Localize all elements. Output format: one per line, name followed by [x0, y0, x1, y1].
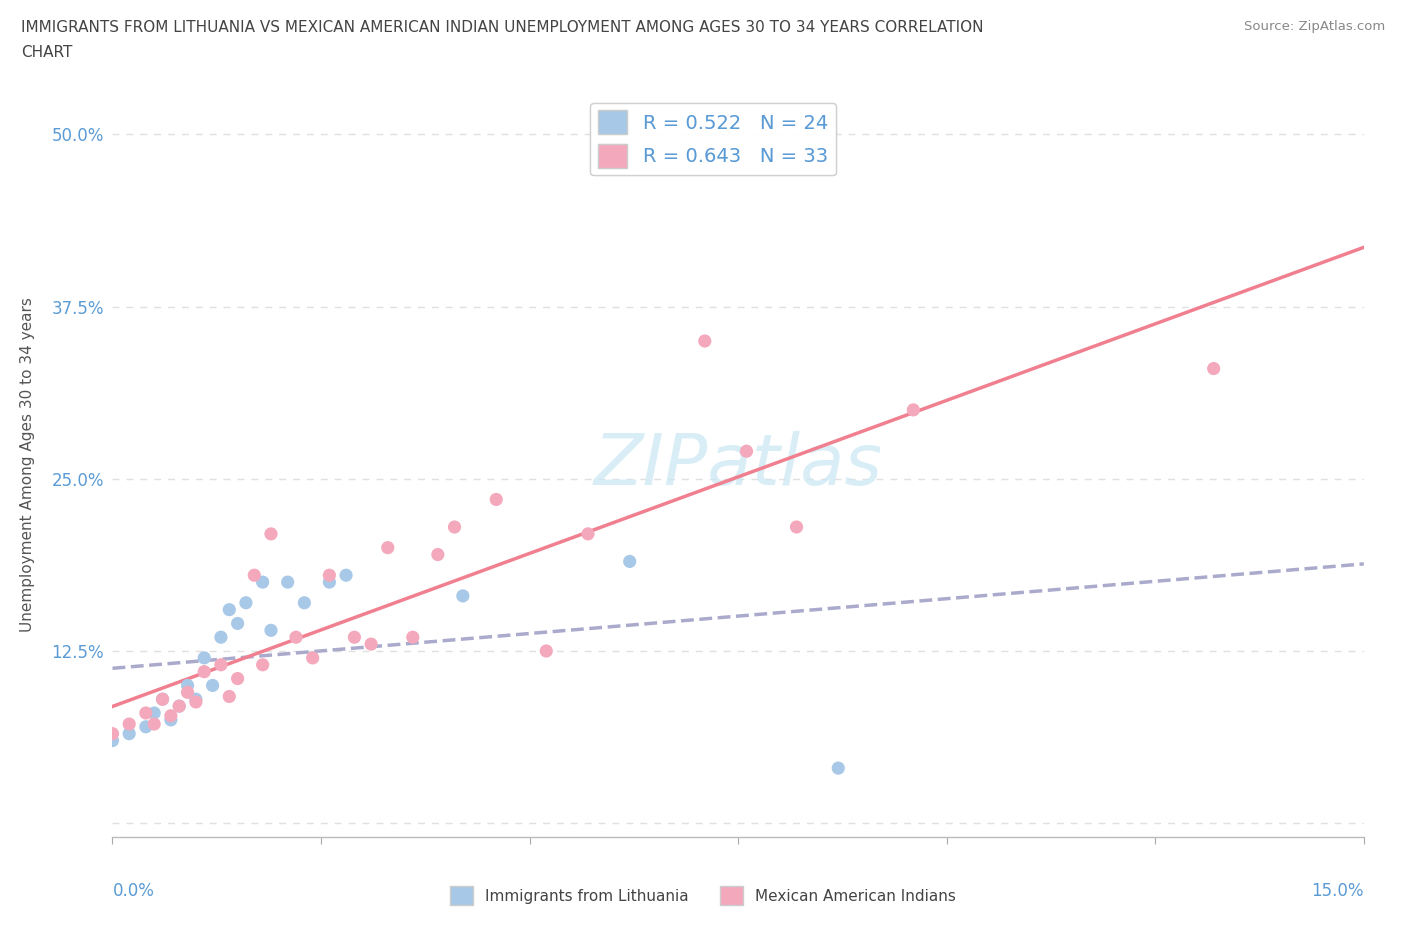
Point [443, 520, 465, 535]
Point [167, 698, 190, 713]
Point [485, 492, 508, 507]
Point [218, 603, 240, 618]
Point [209, 630, 232, 644]
Y-axis label: Unemployment Among Ages 30 to 34 years: Unemployment Among Ages 30 to 34 years [20, 298, 35, 632]
Point [451, 589, 474, 604]
Point [318, 575, 340, 590]
Point [360, 637, 382, 652]
Point [301, 650, 323, 665]
Point [252, 658, 274, 672]
Point [827, 761, 849, 776]
Point [260, 623, 283, 638]
Point [118, 717, 141, 732]
Point [193, 664, 215, 679]
Point [235, 595, 257, 610]
Point [118, 726, 141, 741]
Point [335, 568, 357, 583]
Point [193, 650, 215, 665]
Point [184, 692, 207, 707]
Point [226, 616, 249, 631]
Point [135, 706, 157, 721]
Text: Source: ZipAtlas.com: Source: ZipAtlas.com [1244, 20, 1385, 33]
Point [292, 595, 315, 610]
Point [252, 575, 274, 590]
Point [101, 733, 124, 748]
Point [243, 568, 266, 583]
Text: ZIPatlas: ZIPatlas [593, 431, 883, 499]
Point [184, 695, 207, 710]
Point [143, 706, 166, 721]
Point [135, 719, 157, 734]
Point [735, 444, 758, 458]
Point [218, 689, 240, 704]
Point [377, 540, 399, 555]
Point [576, 526, 599, 541]
Point [260, 526, 283, 541]
Point [343, 630, 366, 644]
Point [152, 692, 174, 707]
Legend: R = 0.522   N = 24, R = 0.643   N = 33: R = 0.522 N = 24, R = 0.643 N = 33 [591, 102, 837, 176]
Point [693, 334, 716, 349]
Point [903, 403, 925, 418]
Text: 15.0%: 15.0% [1312, 882, 1364, 899]
Point [176, 678, 198, 693]
Point [209, 658, 232, 672]
Point [1202, 361, 1225, 376]
Point [143, 717, 166, 732]
Text: CHART: CHART [21, 45, 73, 60]
Point [402, 630, 425, 644]
Point [201, 678, 224, 693]
Point [101, 726, 124, 741]
Point [426, 547, 449, 562]
Point [160, 712, 183, 727]
Text: 0.0%: 0.0% [112, 882, 155, 899]
Point [152, 692, 174, 707]
Text: IMMIGRANTS FROM LITHUANIA VS MEXICAN AMERICAN INDIAN UNEMPLOYMENT AMONG AGES 30 : IMMIGRANTS FROM LITHUANIA VS MEXICAN AME… [21, 20, 984, 35]
Point [619, 554, 641, 569]
Point [536, 644, 558, 658]
Point [160, 709, 183, 724]
Point [226, 671, 249, 686]
Point [318, 568, 340, 583]
Legend: Immigrants from Lithuania, Mexican American Indians: Immigrants from Lithuania, Mexican Ameri… [444, 881, 962, 911]
Point [277, 575, 299, 590]
Point [285, 630, 308, 644]
Point [176, 684, 198, 699]
Point [786, 520, 808, 535]
Point [167, 698, 190, 713]
